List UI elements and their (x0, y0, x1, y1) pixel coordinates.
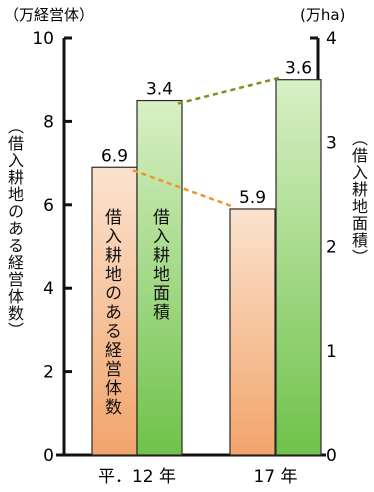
bar-farm-count (229, 208, 276, 456)
left-tick-label: 0 (43, 446, 54, 466)
data-label: 3.4 (146, 80, 173, 100)
left-tick-label: 10 (32, 29, 54, 49)
right-axis-title: （借入耕地面積） (349, 130, 368, 266)
data-labels-group: 6.9 3.4 5.9 3.6 (101, 59, 312, 208)
left-unit-label: （万経営体） (4, 6, 94, 24)
category-labels-group: 平．12 年 17 年 (98, 467, 298, 487)
right-tick-label: 3 (326, 133, 337, 153)
bar-area (275, 79, 322, 456)
category-label: 17 年 (253, 467, 297, 487)
data-label: 5.9 (239, 188, 266, 208)
right-tick-label: 4 (326, 29, 337, 49)
category-label: 平．12 年 (98, 467, 176, 487)
bars-group (91, 79, 322, 456)
bar-farm-count (91, 166, 138, 456)
right-tick-label: 0 (326, 446, 337, 466)
right-unit-label: (万ha) (300, 6, 345, 24)
left-tick-label: 4 (43, 279, 54, 299)
right-tick-label: 1 (326, 342, 337, 362)
bar-text-farms: 借入耕地のある経営体数 (101, 208, 121, 417)
left-tick-label: 2 (43, 363, 54, 383)
data-label: 6.9 (101, 146, 128, 166)
right-tick-label: 2 (326, 238, 337, 258)
left-tick-label: 8 (43, 112, 54, 132)
bar-text-area: 借入耕地面積 (149, 208, 169, 322)
trend-line-area (177, 76, 281, 105)
left-tick-label: 6 (43, 196, 54, 216)
data-label: 3.6 (285, 59, 312, 79)
bar-area (136, 99, 183, 456)
left-axis-title: （借入耕地のある経営体数） (5, 118, 24, 339)
